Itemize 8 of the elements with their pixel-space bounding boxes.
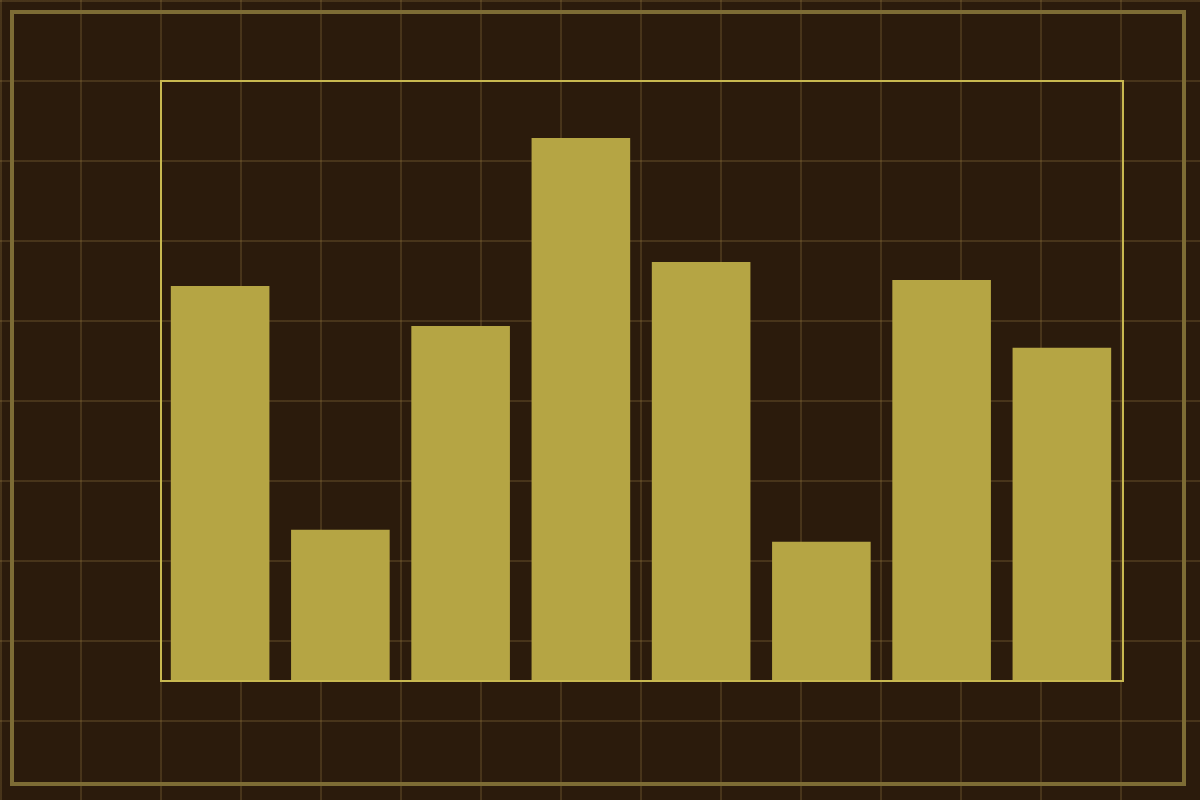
bar <box>170 285 270 680</box>
bar <box>772 541 871 680</box>
bar <box>892 280 991 680</box>
bar <box>411 326 510 680</box>
bar <box>531 138 631 680</box>
bar <box>291 529 390 680</box>
bar <box>1012 347 1112 680</box>
bar <box>651 262 751 680</box>
